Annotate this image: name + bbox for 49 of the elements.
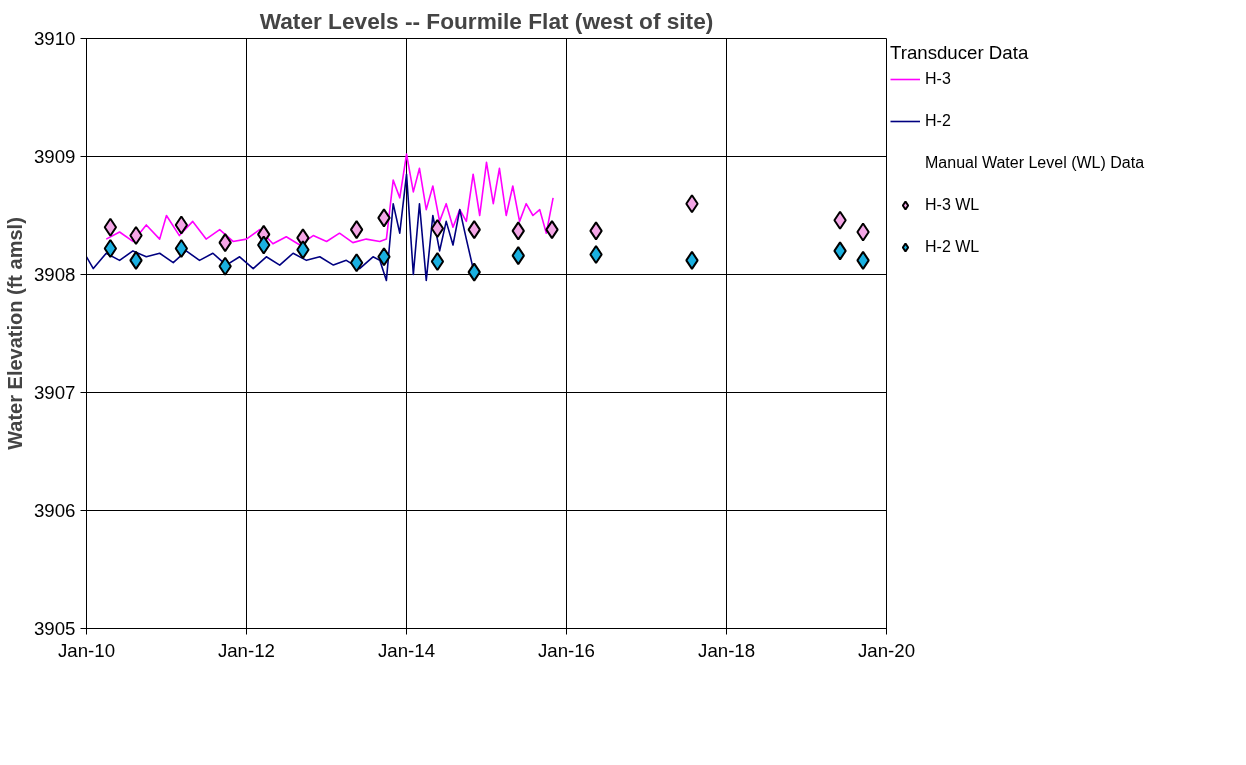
point xyxy=(218,256,232,276)
text: Manual Water Level (WL) Data xyxy=(925,154,1145,172)
point xyxy=(129,250,143,270)
x-tick-label: Jan-10 xyxy=(57,639,116,661)
point xyxy=(833,241,847,261)
legend-label: H-2 xyxy=(925,112,951,130)
x-tick-label: Jan-16 xyxy=(537,639,595,661)
point xyxy=(377,247,391,267)
point xyxy=(589,244,603,264)
point xyxy=(467,220,481,240)
y-tick-label: 3909 xyxy=(34,146,76,167)
point xyxy=(856,222,870,242)
point xyxy=(856,250,870,270)
point xyxy=(296,240,310,260)
point xyxy=(511,246,525,266)
point xyxy=(589,221,603,241)
point xyxy=(349,253,364,273)
y-tick-label: 3905 xyxy=(34,618,76,639)
point xyxy=(430,218,445,238)
x-tick-label: Jan-12 xyxy=(217,639,275,661)
point xyxy=(685,194,699,214)
x-tick-label: Jan-18 xyxy=(698,639,756,661)
point xyxy=(545,220,559,240)
point xyxy=(511,221,525,241)
point xyxy=(129,226,143,246)
point xyxy=(467,262,481,282)
point xyxy=(377,208,391,228)
y-tick-label: 3906 xyxy=(34,500,76,521)
y-tick-label: 3910 xyxy=(34,28,76,49)
legend-label: H-3 WL xyxy=(925,196,980,214)
x-tick-label: Jan-20 xyxy=(857,639,916,661)
legend-label: H-3 xyxy=(925,70,951,88)
y-axis-title: Water Elevation (ft amsl) xyxy=(4,217,26,450)
y-tick-label: 3907 xyxy=(34,382,76,403)
legend-title: Transducer Data xyxy=(890,42,1030,64)
legend-label: H-2 WL xyxy=(925,238,980,256)
point xyxy=(174,215,189,235)
point xyxy=(430,252,445,272)
chart-title: Water Levels -- Fourmile Flat (west of site) xyxy=(259,7,714,34)
point xyxy=(833,210,847,230)
x-tick-label: Jan-14 xyxy=(378,639,436,661)
point xyxy=(103,239,118,259)
point xyxy=(103,217,118,237)
point xyxy=(218,233,232,253)
y-tick-label: 3908 xyxy=(34,264,76,285)
point xyxy=(174,239,189,259)
point xyxy=(685,250,699,270)
point xyxy=(349,220,364,240)
point xyxy=(257,235,271,255)
